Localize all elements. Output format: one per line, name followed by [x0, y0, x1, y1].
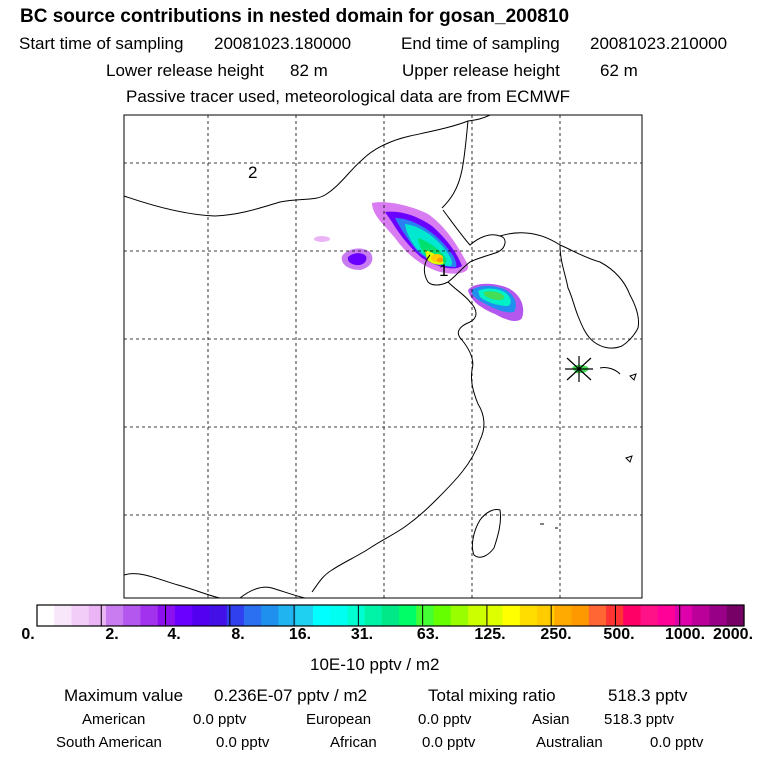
colorbar-cell — [485, 605, 504, 626]
colorbar-tick: 2. — [105, 626, 119, 643]
american-value: 0.0 pptv — [193, 711, 247, 728]
end-time-label: End time of sampling — [401, 34, 560, 53]
map-title: BC source contributions in nested domain… — [20, 6, 570, 27]
colorbar-cell — [71, 605, 90, 626]
colorbar-tick: 63. — [416, 626, 440, 643]
point-label-2: 2 — [248, 163, 257, 182]
lower-release-label: Lower release height — [106, 61, 264, 80]
plume-peak — [437, 257, 443, 263]
plume-south-green — [483, 291, 505, 300]
asian-value: 518.3 pptv — [604, 711, 675, 728]
colorbar-cell — [123, 605, 142, 626]
colorbar-tick: 16. — [288, 626, 312, 643]
colorbar-cell — [416, 605, 435, 626]
colorbar-cell — [364, 605, 383, 626]
colorbar-cell — [347, 605, 366, 626]
colorbar-cell — [709, 605, 728, 626]
total-mixing-value: 518.3 pptv — [608, 686, 688, 705]
colorbar-cell — [105, 605, 124, 626]
colorbar-dividers — [100, 605, 681, 626]
end-time-value: 20081023.210000 — [590, 34, 728, 53]
colorbar-cell — [554, 605, 573, 626]
colorbar-tick: 31. — [350, 626, 374, 643]
point-label-1: 1 — [439, 261, 448, 280]
colorbar-cell — [330, 605, 348, 626]
colorbar-tick: 250. — [540, 626, 572, 643]
african-value: 0.0 pptv — [422, 734, 476, 751]
colorbar-cell — [88, 605, 107, 626]
graticule — [124, 115, 642, 598]
total-mixing-label: Total mixing ratio — [428, 686, 556, 705]
plume-west-core — [347, 253, 367, 266]
receptor-marker — [565, 356, 593, 382]
colorbar-tick: 0. — [21, 626, 35, 643]
colorbar-cell — [675, 605, 693, 626]
start-time-label: Start time of sampling — [19, 34, 184, 53]
colorbar-cell — [295, 605, 314, 626]
colorbar-cells — [37, 605, 745, 626]
colorbar-cell — [519, 605, 538, 626]
lower-release-value: 82 m — [290, 61, 328, 80]
subtitle: Passive tracer used, meteorological data… — [126, 87, 571, 106]
colorbar-cell — [209, 605, 228, 626]
colorbar-tick: 4. — [167, 626, 181, 643]
colorbar-tick: 2000. — [712, 626, 754, 643]
colorbar-cell — [502, 605, 521, 626]
upper-release-label: Upper release height — [402, 61, 560, 80]
south-american-label: South American — [56, 734, 162, 751]
colorbar-cell — [571, 605, 590, 626]
start-time-value: 20081023.180000 — [214, 34, 352, 53]
colorbar-cell — [278, 605, 297, 626]
colorbar-tick: 8. — [231, 626, 245, 643]
australian-label: Australian — [536, 734, 603, 751]
colorbar-frame — [36, 604, 745, 627]
colorbar-cell — [243, 605, 262, 626]
colorbar-cell — [174, 605, 193, 626]
colorbar-cell — [588, 605, 607, 626]
colorbar-cell — [37, 605, 55, 626]
colorbar-cell — [381, 605, 400, 626]
colorbar-cell — [657, 605, 676, 626]
colorbar-cell — [640, 605, 659, 626]
colorbar-tick: 125. — [474, 626, 506, 643]
colorbar-cell — [192, 605, 211, 626]
colorbar-cell — [140, 605, 159, 626]
max-value-label: Maximum value — [64, 686, 184, 705]
colorbar-tick: 1000. — [664, 626, 706, 643]
colorbar-cell — [623, 605, 642, 626]
map-frame — [123, 114, 643, 599]
colorbar-cell — [312, 605, 331, 626]
plume-spot — [314, 236, 330, 242]
colorbar-cell — [468, 605, 486, 626]
australian-value: 0.0 pptv — [650, 734, 704, 751]
american-label: American — [82, 711, 146, 728]
european-label: European — [306, 711, 372, 728]
colorbar-cell — [399, 605, 417, 626]
colorbar-cell — [261, 605, 280, 626]
colorbar-units: 10E-10 pptv / m2 — [310, 655, 440, 674]
colorbar-cell — [450, 605, 469, 626]
colorbar-cell — [54, 605, 73, 626]
colorbar-cell — [692, 605, 711, 626]
coastlines — [124, 115, 639, 598]
south-american-value: 0.0 pptv — [216, 734, 270, 751]
european-value: 0.0 pptv — [418, 711, 472, 728]
asian-label: Asian — [532, 711, 570, 728]
max-value: 0.236E-07 pptv / m2 — [214, 686, 368, 705]
african-label: African — [330, 734, 377, 751]
concentration-field — [314, 202, 524, 321]
colorbar-tick: 500. — [603, 626, 635, 643]
colorbar-cell — [726, 605, 745, 626]
upper-release-value: 62 m — [600, 61, 638, 80]
colorbar-cell — [433, 605, 452, 626]
colorbar-cell — [226, 605, 245, 626]
colorbar-cell — [537, 605, 555, 626]
colorbar-cell — [157, 605, 176, 626]
